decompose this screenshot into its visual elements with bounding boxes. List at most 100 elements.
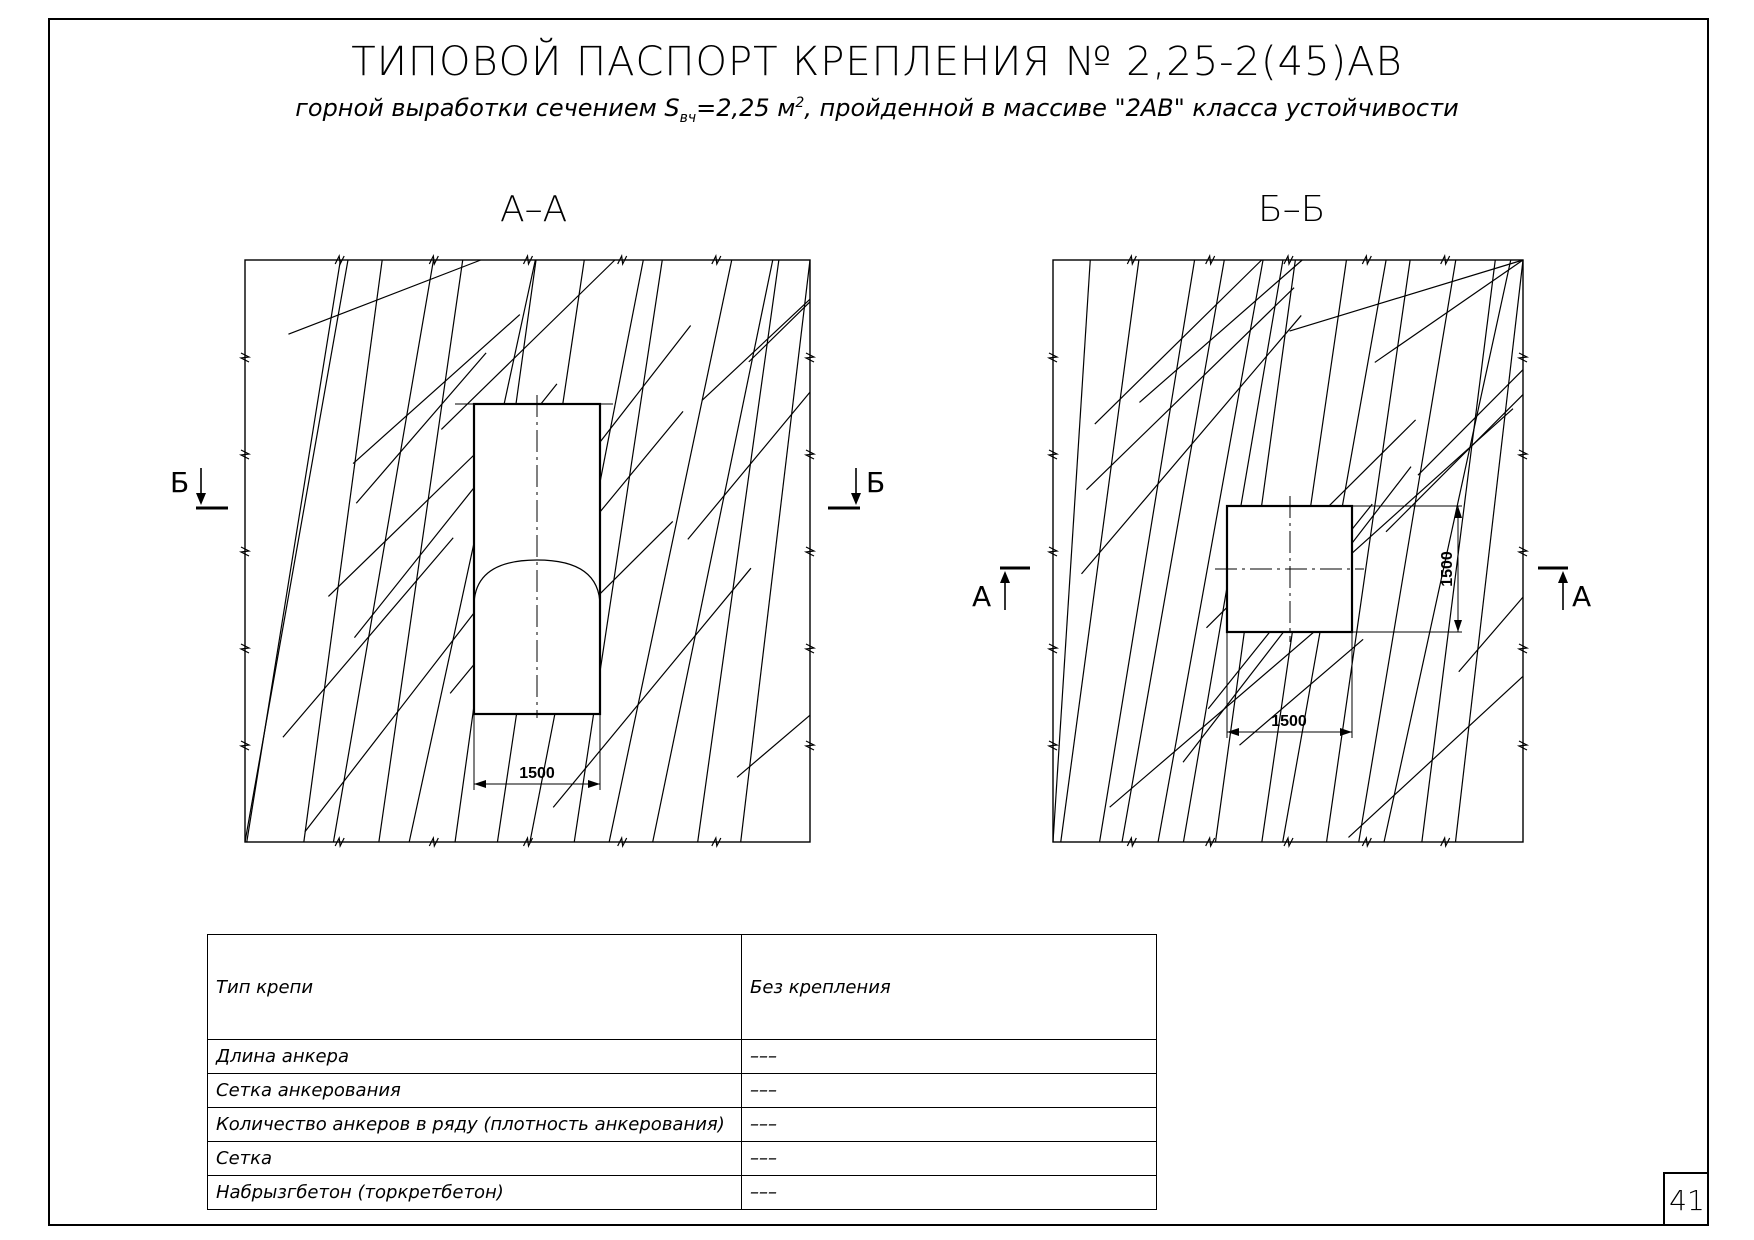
fracture-line <box>282 537 454 738</box>
break-mark <box>238 740 252 751</box>
fracture-line <box>748 301 811 363</box>
break-mark <box>428 253 439 267</box>
fracture-line <box>608 259 733 843</box>
drawing-subtitle: горной выработки сечением Sвч=2,25 м2, п… <box>0 88 1754 133</box>
subtitle-subscript: вч <box>679 109 697 126</box>
dimension-label-width-aa: 1500 <box>519 765 555 782</box>
table-row: Длина анкера ––– <box>207 1039 1157 1074</box>
parameter-value: ––– <box>741 1107 1157 1142</box>
break-mark <box>803 352 817 363</box>
fracture-line <box>552 567 752 808</box>
break-mark <box>711 253 722 267</box>
cut-label-aa-right: Б <box>866 466 886 499</box>
fracture-line <box>1358 259 1457 843</box>
fracture-line <box>687 391 811 540</box>
fracture-line <box>440 259 616 430</box>
parameter-value: Без крепления <box>741 934 1157 1040</box>
fracture-line <box>1385 394 1524 533</box>
fracture-line <box>1454 259 1524 843</box>
boundary-breaks-aa <box>238 253 817 849</box>
table-row: Набрызгбетон (торкретбетон) ––– <box>207 1175 1157 1210</box>
fracture-line <box>352 314 521 464</box>
parameter-label: Набрызгбетон (торкретбетон) <box>207 1175 742 1210</box>
fracture-line <box>697 259 780 843</box>
table-row: Сетка ––– <box>207 1141 1157 1176</box>
break-mark <box>1126 253 1137 267</box>
fracture-line <box>1374 259 1524 363</box>
break-mark <box>1440 253 1451 267</box>
fracture-line <box>1239 638 1364 746</box>
parameter-value: ––– <box>741 1141 1157 1176</box>
fracture-line <box>1121 259 1225 843</box>
break-mark <box>1046 352 1060 363</box>
fracture-line <box>1458 596 1524 673</box>
break-mark <box>522 253 534 267</box>
break-mark <box>1046 643 1060 654</box>
fracture-line <box>1139 259 1303 403</box>
break-mark <box>522 835 534 849</box>
parameter-label: Сетка <box>207 1141 742 1176</box>
fracture-line <box>1417 369 1524 476</box>
table-row: Количество анкеров в ряду (плотность анк… <box>207 1107 1157 1142</box>
break-mark <box>1516 449 1530 460</box>
fracture-line <box>1098 259 1196 843</box>
parameter-label: Тип крепи <box>207 934 742 1040</box>
drawing-title: ТИПОВОЙ ПАСПОРТ КРЕПЛЕНИЯ № 2,25-2(45)АВ <box>351 39 1403 85</box>
break-mark <box>428 835 439 849</box>
break-mark <box>1046 546 1060 557</box>
break-mark <box>1516 643 1530 654</box>
parameter-value: ––– <box>741 1175 1157 1210</box>
break-mark <box>1046 740 1060 751</box>
fracture-line <box>1060 259 1140 843</box>
break-mark <box>803 449 817 460</box>
break-mark <box>1516 352 1530 363</box>
parameter-label: Длина анкера <box>207 1039 742 1074</box>
fracture-line <box>1094 259 1263 425</box>
parameter-label: Количество анкеров в ряду (плотность анк… <box>207 1107 742 1142</box>
fracture-line <box>246 259 342 843</box>
fracture-line <box>1421 259 1496 843</box>
break-mark <box>238 546 252 557</box>
subtitle-superscript: 2 <box>795 95 805 111</box>
fracture-line <box>1325 259 1411 843</box>
fracture-line <box>736 714 811 778</box>
break-mark <box>1361 253 1372 267</box>
support-parameters-table: Тип крепи Без крепления Длина анкера ––– Сет… <box>207 934 1157 1210</box>
fracture-line <box>378 259 464 843</box>
fracture-line <box>652 259 774 843</box>
fracture-line <box>1052 259 1091 843</box>
break-mark <box>711 835 722 849</box>
cut-label-bb-left: А <box>972 580 992 613</box>
fracture-line <box>701 298 811 401</box>
fracture-line <box>1289 259 1524 332</box>
table-row: Сетка анкерования ––– <box>207 1073 1157 1108</box>
excavation-arch-aa <box>473 559 601 607</box>
subtitle-mid: =2,25 м <box>696 94 796 122</box>
fracture-line <box>1086 287 1295 491</box>
break-mark <box>1516 740 1530 751</box>
fracture-line <box>355 352 487 504</box>
cut-label-bb-right: А <box>1572 580 1592 613</box>
parameter-value: ––– <box>741 1073 1157 1108</box>
subtitle-suffix: , пройденной в массиве "2АВ" класса усто… <box>804 94 1459 122</box>
break-mark <box>1126 835 1137 849</box>
fracture-line <box>332 259 435 843</box>
fracture-line <box>327 443 486 597</box>
break-mark <box>803 546 817 557</box>
table-row: Тип крепи Без крепления <box>207 934 1157 1040</box>
fracture-line <box>408 259 536 843</box>
dimension-label-width-bb: 1500 <box>1271 713 1307 730</box>
fracture-line <box>303 259 383 843</box>
break-mark <box>803 740 817 751</box>
break-mark <box>1205 253 1216 267</box>
section-bb-title: Б–Б <box>1258 189 1326 230</box>
break-mark <box>334 253 345 267</box>
break-mark <box>1516 546 1530 557</box>
break-mark <box>238 449 252 460</box>
section-aa-title: А–А <box>500 189 568 230</box>
break-mark <box>334 835 345 849</box>
subtitle-prefix: горной выработки сечением S <box>295 94 680 122</box>
